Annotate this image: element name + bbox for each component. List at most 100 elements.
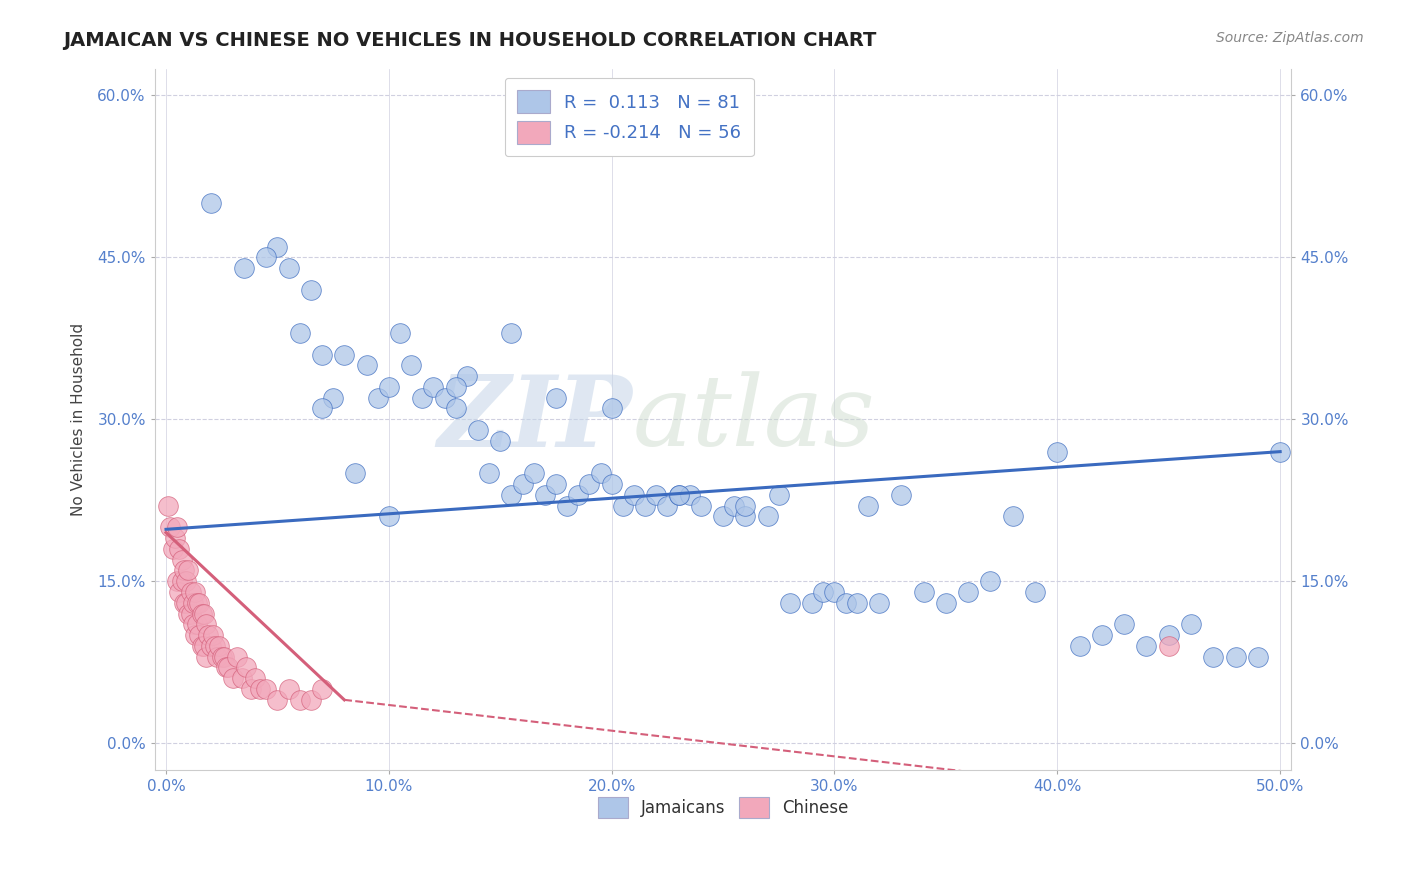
Point	[212, 649, 235, 664]
Point	[1001, 509, 1024, 524]
Point	[411, 391, 433, 405]
Point	[1157, 628, 1180, 642]
Point	[163, 531, 186, 545]
Point	[166, 520, 188, 534]
Point	[1247, 649, 1270, 664]
Point	[190, 639, 212, 653]
Point	[166, 574, 188, 589]
Point	[979, 574, 1001, 589]
Point	[174, 574, 197, 589]
Point	[467, 423, 489, 437]
Point	[188, 628, 211, 642]
Point	[169, 541, 191, 556]
Point	[399, 359, 422, 373]
Point	[856, 499, 879, 513]
Point	[512, 477, 534, 491]
Point	[734, 499, 756, 513]
Point	[734, 509, 756, 524]
Point	[190, 607, 212, 621]
Point	[243, 671, 266, 685]
Point	[249, 681, 271, 696]
Point	[173, 563, 195, 577]
Point	[834, 596, 856, 610]
Point	[181, 617, 204, 632]
Point	[567, 488, 589, 502]
Point	[208, 639, 231, 653]
Point	[1046, 444, 1069, 458]
Point	[200, 196, 222, 211]
Point	[288, 326, 311, 340]
Point	[356, 359, 378, 373]
Point	[177, 607, 200, 621]
Point	[184, 628, 207, 642]
Point	[162, 541, 184, 556]
Text: JAMAICAN VS CHINESE NO VEHICLES IN HOUSEHOLD CORRELATION CHART: JAMAICAN VS CHINESE NO VEHICLES IN HOUSE…	[63, 31, 877, 50]
Point	[824, 585, 846, 599]
Point	[215, 660, 238, 674]
Point	[578, 477, 600, 491]
Point	[201, 628, 224, 642]
Point	[231, 671, 253, 685]
Point	[193, 639, 215, 653]
Point	[433, 391, 456, 405]
Point	[1157, 639, 1180, 653]
Point	[159, 520, 181, 534]
Point	[188, 596, 211, 610]
Point	[211, 649, 233, 664]
Point	[600, 477, 623, 491]
Point	[177, 563, 200, 577]
Point	[600, 401, 623, 416]
Point	[181, 596, 204, 610]
Point	[388, 326, 411, 340]
Text: Source: ZipAtlas.com: Source: ZipAtlas.com	[1216, 31, 1364, 45]
Point	[912, 585, 935, 599]
Point	[657, 499, 679, 513]
Point	[801, 596, 824, 610]
Point	[186, 596, 208, 610]
Point	[813, 585, 835, 599]
Legend: Jamaicans, Chinese: Jamaicans, Chinese	[591, 790, 855, 825]
Point	[311, 401, 333, 416]
Text: atlas: atlas	[633, 372, 875, 467]
Point	[311, 681, 333, 696]
Point	[207, 649, 229, 664]
Point	[174, 596, 197, 610]
Point	[180, 607, 202, 621]
Point	[217, 660, 239, 674]
Point	[444, 401, 467, 416]
Point	[157, 499, 180, 513]
Point	[170, 574, 193, 589]
Point	[222, 671, 245, 685]
Point	[711, 509, 734, 524]
Y-axis label: No Vehicles in Household: No Vehicles in Household	[72, 323, 86, 516]
Point	[489, 434, 512, 448]
Text: ZIP: ZIP	[437, 371, 633, 467]
Point	[204, 639, 226, 653]
Point	[200, 639, 222, 653]
Point	[1135, 639, 1157, 653]
Point	[311, 347, 333, 361]
Point	[254, 251, 277, 265]
Point	[1114, 617, 1136, 632]
Point	[1180, 617, 1202, 632]
Point	[173, 596, 195, 610]
Point	[170, 552, 193, 566]
Point	[378, 380, 401, 394]
Point	[235, 660, 257, 674]
Point	[254, 681, 277, 696]
Point	[288, 693, 311, 707]
Point	[890, 488, 912, 502]
Point	[756, 509, 779, 524]
Point	[523, 467, 546, 481]
Point	[195, 617, 218, 632]
Point	[555, 499, 578, 513]
Point	[589, 467, 612, 481]
Point	[233, 261, 256, 276]
Point	[1069, 639, 1091, 653]
Point	[845, 596, 868, 610]
Point	[501, 488, 523, 502]
Point	[668, 488, 690, 502]
Point	[226, 649, 249, 664]
Point	[935, 596, 957, 610]
Point	[333, 347, 356, 361]
